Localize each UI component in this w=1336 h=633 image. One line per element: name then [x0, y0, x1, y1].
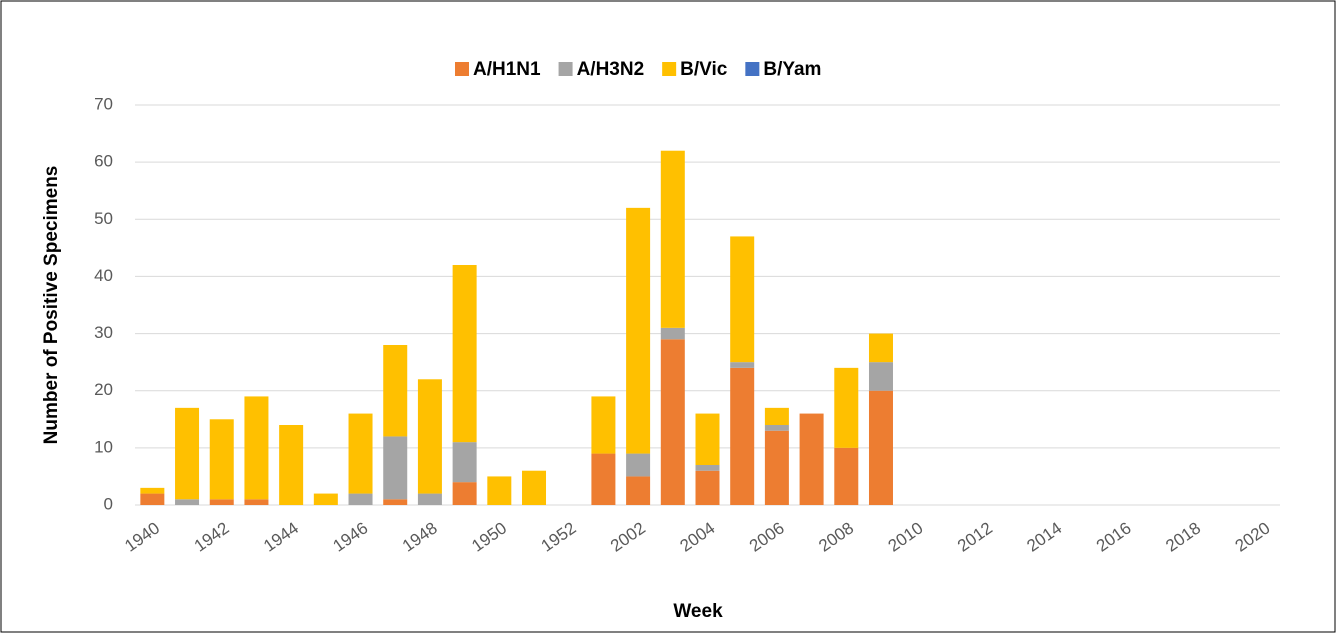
y-tick-label: 30 [94, 323, 113, 342]
bar-segment [348, 493, 373, 505]
bar-segment [244, 499, 269, 505]
bar-segment [695, 413, 720, 465]
bar-segment [626, 207, 651, 454]
bar-segment [730, 367, 755, 505]
bar-segment [487, 476, 512, 505]
bar-segment [591, 453, 616, 505]
bar-segment [834, 367, 859, 448]
bar-segment [175, 499, 200, 505]
legend-label: B/Yam [763, 59, 821, 80]
y-tick-label: 20 [94, 380, 113, 399]
bar-segment [244, 396, 269, 500]
x-axis-title: Week [673, 601, 723, 622]
bar-segment [660, 327, 685, 340]
bar-segment [348, 413, 373, 494]
y-tick-label: 10 [94, 437, 113, 456]
y-tick-label: 0 [104, 494, 113, 513]
legend-swatch [662, 62, 677, 76]
bar-segment [452, 482, 477, 505]
bar-segment [660, 339, 685, 505]
bar-segment [417, 379, 442, 494]
legend-label: A/H3N2 [577, 59, 645, 80]
bar-segment [764, 430, 789, 505]
legend-label: B/Vic [680, 59, 728, 80]
bar-segment [868, 362, 893, 391]
bar-segment [868, 333, 893, 363]
bar-segment [383, 436, 408, 500]
bar-segment [868, 390, 893, 505]
bar-segment [417, 493, 442, 505]
bar-segment [695, 465, 720, 471]
bar-segment [279, 425, 304, 505]
bar-segment [764, 425, 789, 431]
bar-segment [591, 396, 616, 454]
y-axis-title: Number of Positive Specimens [41, 166, 62, 445]
bar-segment [660, 150, 685, 328]
bar-segment [313, 493, 338, 505]
bar-segment [799, 413, 824, 505]
bar-segment [834, 447, 859, 505]
bar-segment [209, 419, 234, 500]
bar-segment [452, 442, 477, 483]
bar-segment [695, 470, 720, 505]
legend-swatch [455, 62, 469, 76]
bar-segment [383, 345, 408, 437]
bar-segment [140, 487, 165, 494]
bar-segment [730, 362, 755, 368]
bar-segment [522, 470, 547, 505]
y-tick-label: 40 [94, 266, 113, 285]
y-tick-label: 60 [94, 152, 113, 171]
legend-swatch [745, 62, 760, 76]
bar-segment [209, 499, 234, 505]
bar-segment [452, 265, 477, 443]
legend-swatch [558, 62, 573, 76]
bar-segment [764, 407, 789, 425]
bar-segment [175, 407, 200, 500]
bar-segment [730, 236, 755, 363]
bar-segment [140, 493, 165, 505]
bar-segment [383, 499, 408, 505]
bar-segment [626, 476, 651, 505]
legend-label: A/H1N1 [473, 59, 541, 80]
y-tick-label: 70 [94, 94, 113, 113]
bar-segment [626, 453, 651, 477]
y-tick-label: 50 [94, 209, 113, 228]
